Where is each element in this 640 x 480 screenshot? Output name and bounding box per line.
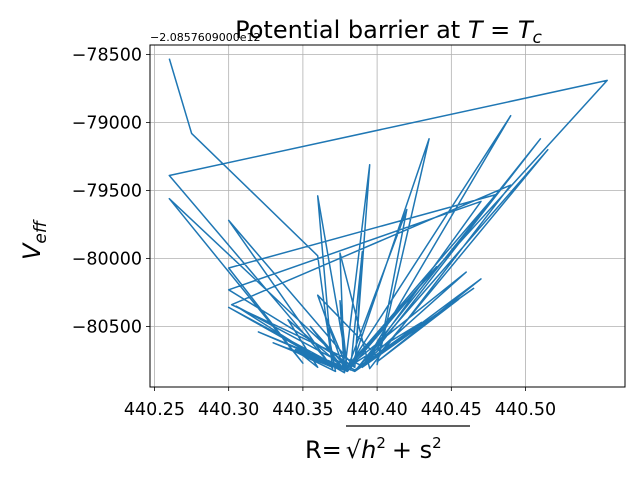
axis-ticks: 440.25 440.30 440.35 440.40 440.45 440.50 −785… xyxy=(72,46,557,420)
y-axis-label: Veff xyxy=(18,219,51,260)
chart-title-sub: c xyxy=(533,28,543,48)
chart-title-text: Potential barrier at xyxy=(235,16,468,44)
x-tick-label: 440.30 xyxy=(198,400,259,420)
y-offset-label: −2.0857609000e12 xyxy=(150,31,260,44)
sqrt-symbol: √ xyxy=(346,436,362,464)
x-axis-label-prefix: R= xyxy=(305,436,342,464)
x-axis-label: R= √h2 + s2 xyxy=(305,434,442,464)
chart-title-math: T = T xyxy=(468,16,535,44)
y-axis-label-sub: eff xyxy=(31,219,51,243)
x-tick-label: 440.40 xyxy=(346,400,407,420)
y-tick-label: −78500 xyxy=(72,46,142,66)
y-tick-label: −80000 xyxy=(72,249,142,269)
x-axis-label-h: h xyxy=(361,436,376,464)
y-tick-label: −80500 xyxy=(72,317,142,337)
x-tick-label: 440.35 xyxy=(272,400,333,420)
x-axis-label-exp2: 2 xyxy=(432,434,442,452)
x-tick-label: 440.45 xyxy=(421,400,482,420)
y-tick-label: −79000 xyxy=(72,114,142,134)
x-tick-label: 440.25 xyxy=(124,400,185,420)
chart-title: Potential barrier at T = Tc xyxy=(235,16,542,48)
x-tick-label: 440.50 xyxy=(495,400,556,420)
x-axis-label-rest: + s xyxy=(392,436,432,464)
x-axis-label-exp1: 2 xyxy=(376,434,386,452)
y-tick-label: −79500 xyxy=(72,182,142,202)
y-axis-label-main: V xyxy=(18,242,46,260)
axes-frame xyxy=(149,44,626,388)
plot-area xyxy=(168,58,608,374)
series-line xyxy=(168,58,608,374)
